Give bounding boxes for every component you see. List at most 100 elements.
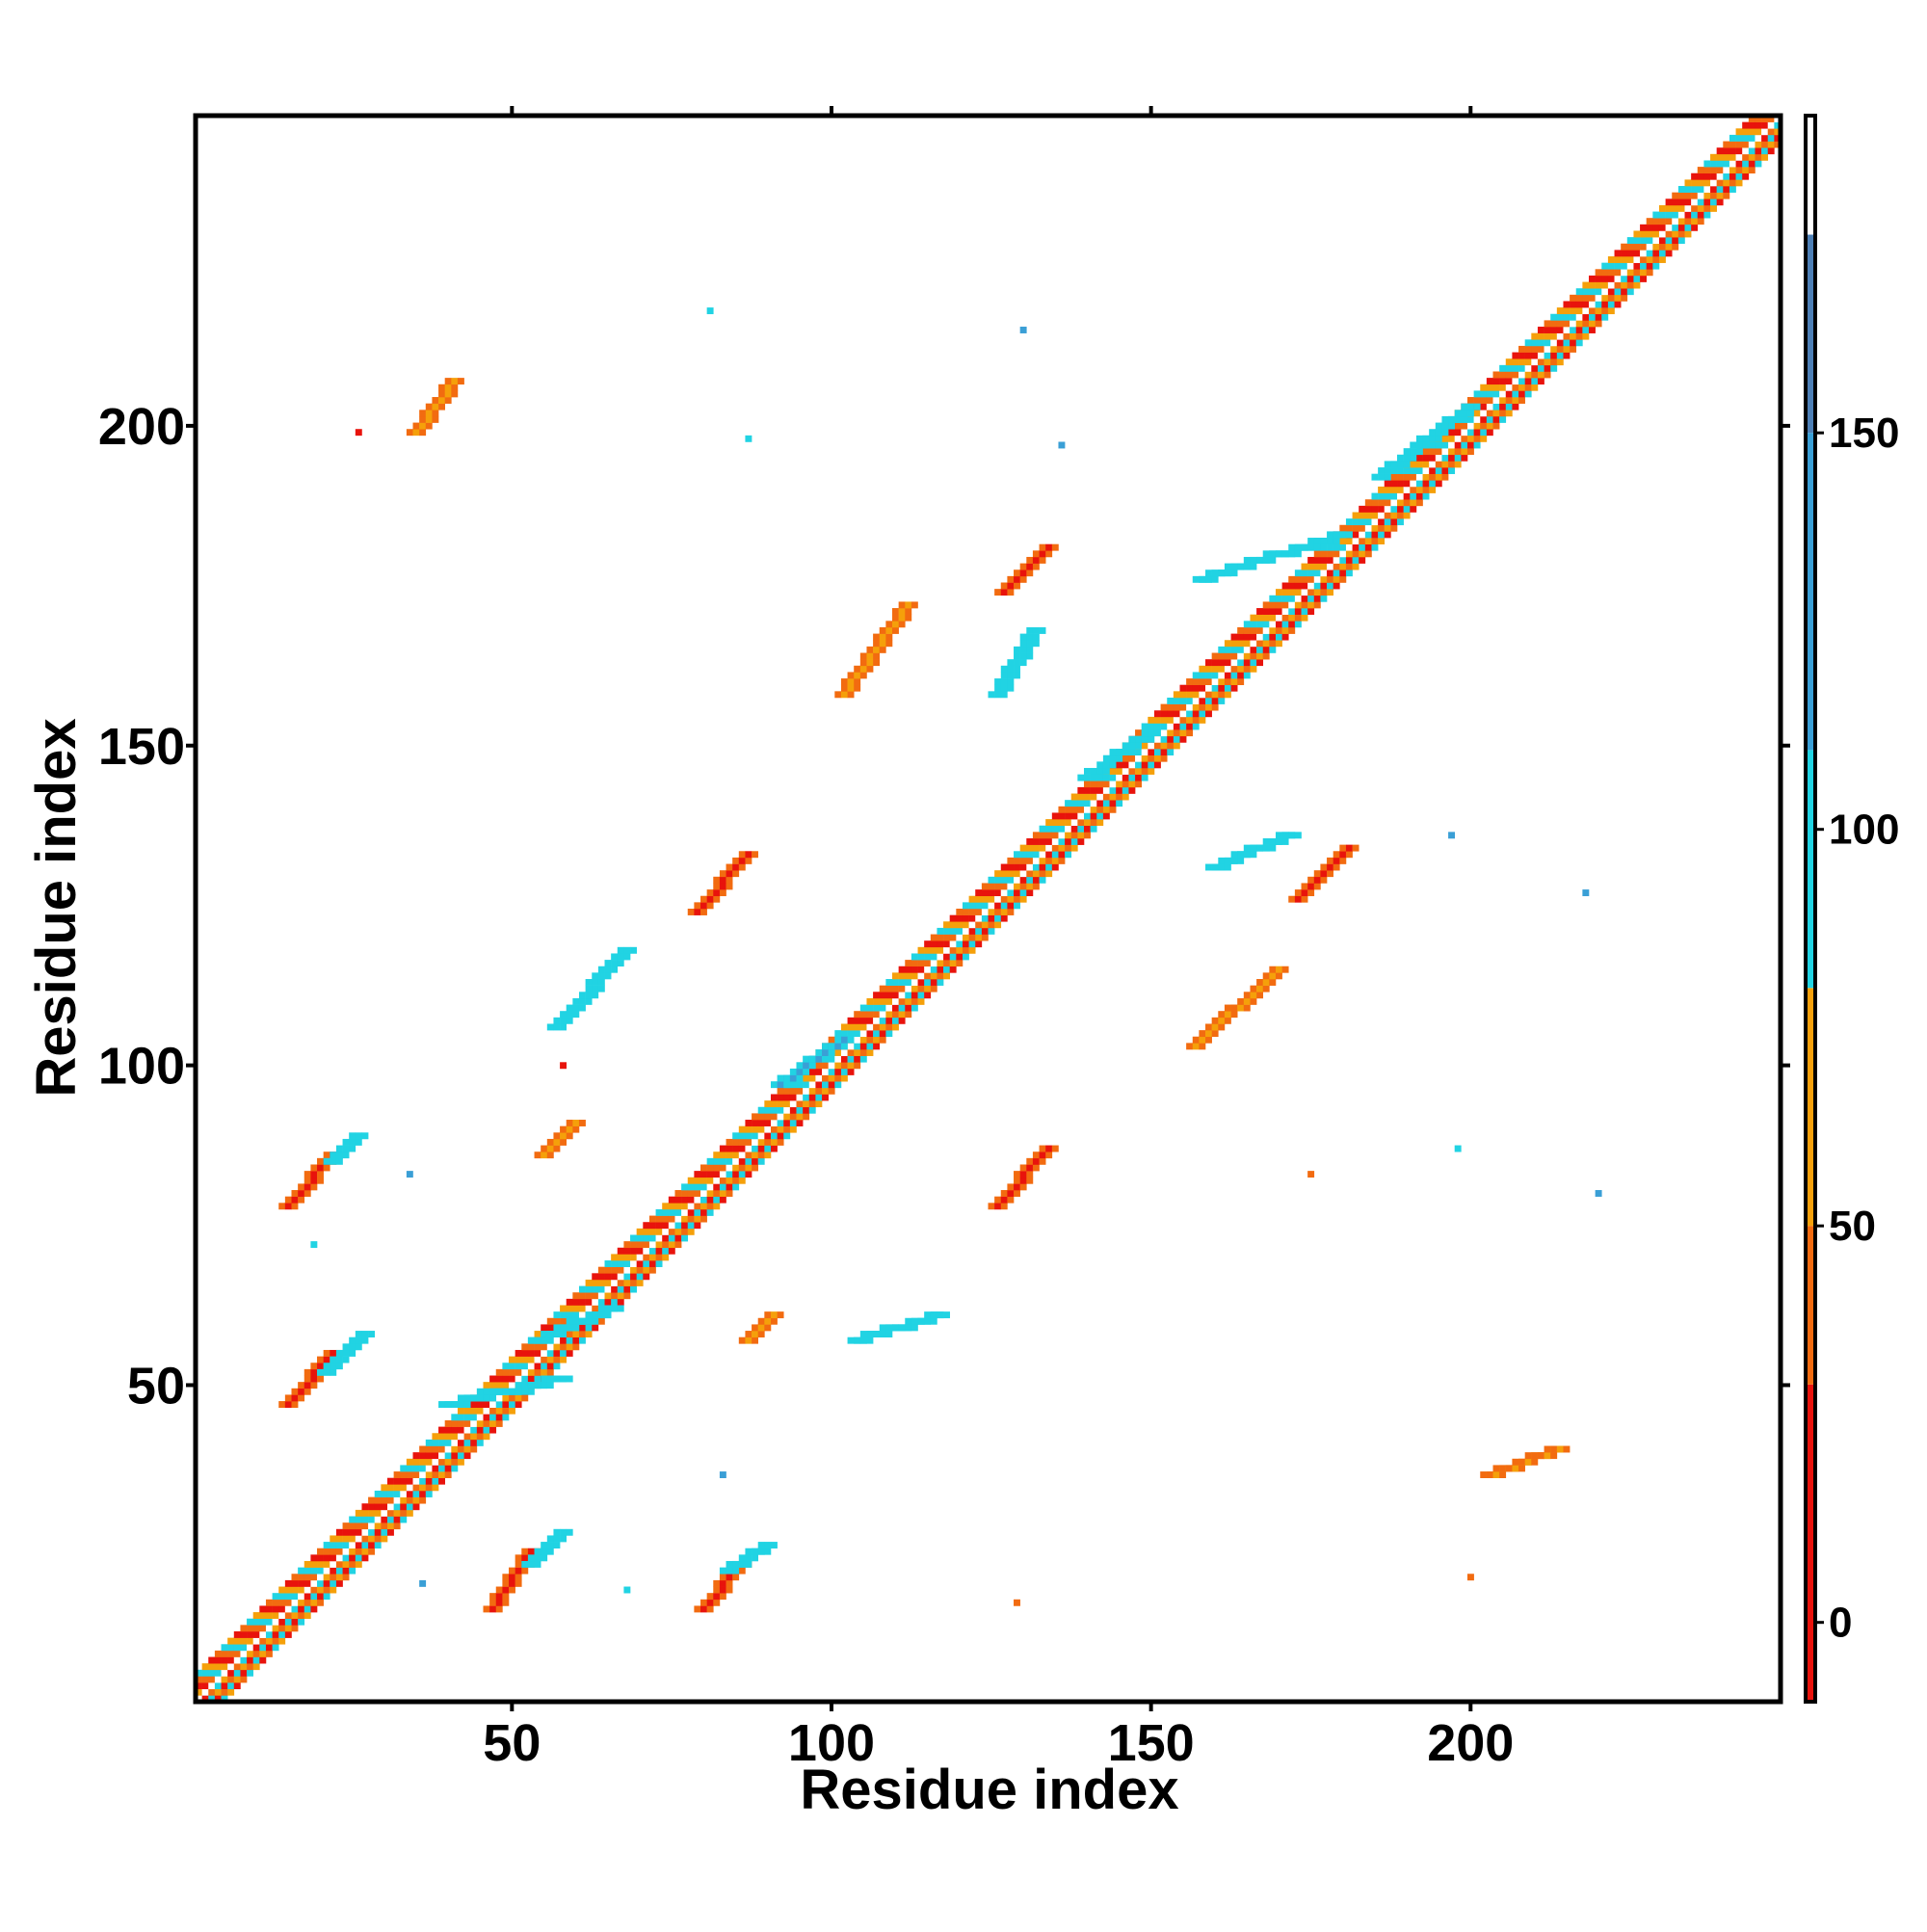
diagonal-cell <box>1621 294 1628 302</box>
region-cell <box>1243 992 1251 999</box>
region-cell <box>592 1317 599 1325</box>
diagonal-cell <box>1621 275 1628 282</box>
diagonal-cell <box>1128 754 1136 762</box>
diagonal-cell <box>1697 179 1704 187</box>
diagonal-cell <box>1135 767 1142 775</box>
diagonal-cell <box>1192 672 1200 679</box>
diagonal-cell <box>1167 723 1175 730</box>
diagonal-cell <box>1065 825 1072 833</box>
diagonal-cell <box>1723 160 1730 168</box>
diagonal-cell <box>1281 589 1289 596</box>
region-cell <box>847 672 855 679</box>
diagonal-cell <box>1045 863 1053 871</box>
diagonal-cell <box>291 1612 299 1620</box>
diagonal-cell <box>381 1516 388 1523</box>
diagonal-cell <box>278 1612 286 1620</box>
diagonal-cell <box>1633 269 1641 277</box>
diagonal-cell <box>1160 742 1168 750</box>
diagonal-cell <box>808 1068 816 1075</box>
diagonal-cell <box>374 1496 382 1504</box>
diagonal-cell <box>1116 767 1123 775</box>
diagonal-cell <box>796 1120 804 1126</box>
region-cell <box>630 946 637 954</box>
diagonal-cell <box>1633 230 1641 238</box>
region-cell <box>1281 837 1289 845</box>
diagonal-cell <box>1135 761 1142 769</box>
diagonal-cell <box>1122 786 1129 794</box>
diagonal-cell <box>515 1356 522 1363</box>
diagonal-cell <box>317 1567 324 1575</box>
diagonal-cell <box>323 1593 330 1601</box>
diagonal-cell <box>252 1637 260 1645</box>
diagonal-cell <box>1135 754 1142 762</box>
region-cell <box>592 1311 599 1319</box>
diagonal-cell <box>1364 512 1372 519</box>
diagonal-cell <box>1179 735 1187 743</box>
diagonal-cell <box>764 1145 772 1152</box>
diagonal-cell <box>1199 703 1206 711</box>
diagonal-cell <box>1684 230 1692 238</box>
diagonal-cell <box>1684 204 1692 212</box>
diagonal-cell <box>1224 678 1231 685</box>
region-cell <box>483 1394 490 1402</box>
region-cell <box>854 684 861 692</box>
diagonal-cell <box>566 1305 573 1312</box>
region-cell <box>1224 1004 1231 1012</box>
diagonal-cell <box>789 1106 797 1114</box>
region-cell <box>738 851 746 859</box>
diagonal-cell <box>1205 684 1212 692</box>
diagonal-cell <box>911 992 918 999</box>
diagonal-cell <box>905 966 912 973</box>
region-cell <box>592 979 599 986</box>
region-cell <box>1313 870 1321 878</box>
diagonal-cell <box>597 1266 605 1274</box>
diagonal-cell <box>866 1023 874 1031</box>
diagonal-cell <box>1633 281 1641 289</box>
diagonal-cell <box>1697 211 1704 219</box>
diagonal-cell <box>515 1401 522 1408</box>
point-cell <box>1466 1574 1474 1581</box>
region-cell <box>1243 556 1251 564</box>
diagonal-cell <box>732 1164 740 1172</box>
diagonal-cell <box>1173 735 1180 743</box>
diagonal-cell <box>1275 608 1282 615</box>
region-cell <box>694 902 701 910</box>
diagonal-cell <box>406 1458 413 1466</box>
region-cell <box>1026 1164 1034 1172</box>
diagonal-cell <box>911 979 918 986</box>
region-cell <box>432 397 439 404</box>
diagonal-cell <box>662 1215 670 1223</box>
diagonal-cell <box>1607 294 1615 302</box>
diagonal-cell <box>572 1305 580 1312</box>
diagonal-cell <box>278 1605 286 1613</box>
diagonal-cell <box>1582 327 1590 333</box>
diagonal-cell <box>752 1151 759 1159</box>
diagonal-cell <box>201 1682 209 1690</box>
diagonal-cell <box>726 1190 733 1197</box>
region-cell <box>1039 556 1046 564</box>
diagonal-cell <box>457 1439 464 1446</box>
region-cell <box>355 1138 362 1146</box>
diagonal-cell <box>1026 863 1034 871</box>
region-cell <box>930 1317 937 1325</box>
diagonal-cell <box>738 1177 746 1184</box>
diagonal-cell <box>1077 825 1085 833</box>
diagonal-cell <box>470 1426 478 1434</box>
region-cell <box>892 608 899 615</box>
region-cell <box>1014 582 1020 590</box>
diagonal-cell <box>1531 384 1539 391</box>
region-cell <box>1019 1177 1027 1184</box>
region-cell <box>726 1560 733 1568</box>
region-cell <box>515 1567 522 1575</box>
diagonal-cell <box>700 1190 707 1197</box>
diagonal-cell <box>1729 167 1736 174</box>
region-cell <box>1007 1190 1015 1197</box>
diagonal-cell <box>1014 863 1020 871</box>
diagonal-cell <box>196 1682 202 1690</box>
diagonal-cell <box>1621 250 1628 257</box>
diagonal-cell <box>1672 230 1679 238</box>
region-cell <box>592 972 599 980</box>
diagonal-cell <box>259 1656 267 1664</box>
diagonal-cell <box>713 1190 721 1197</box>
diagonal-cell <box>1480 403 1488 410</box>
